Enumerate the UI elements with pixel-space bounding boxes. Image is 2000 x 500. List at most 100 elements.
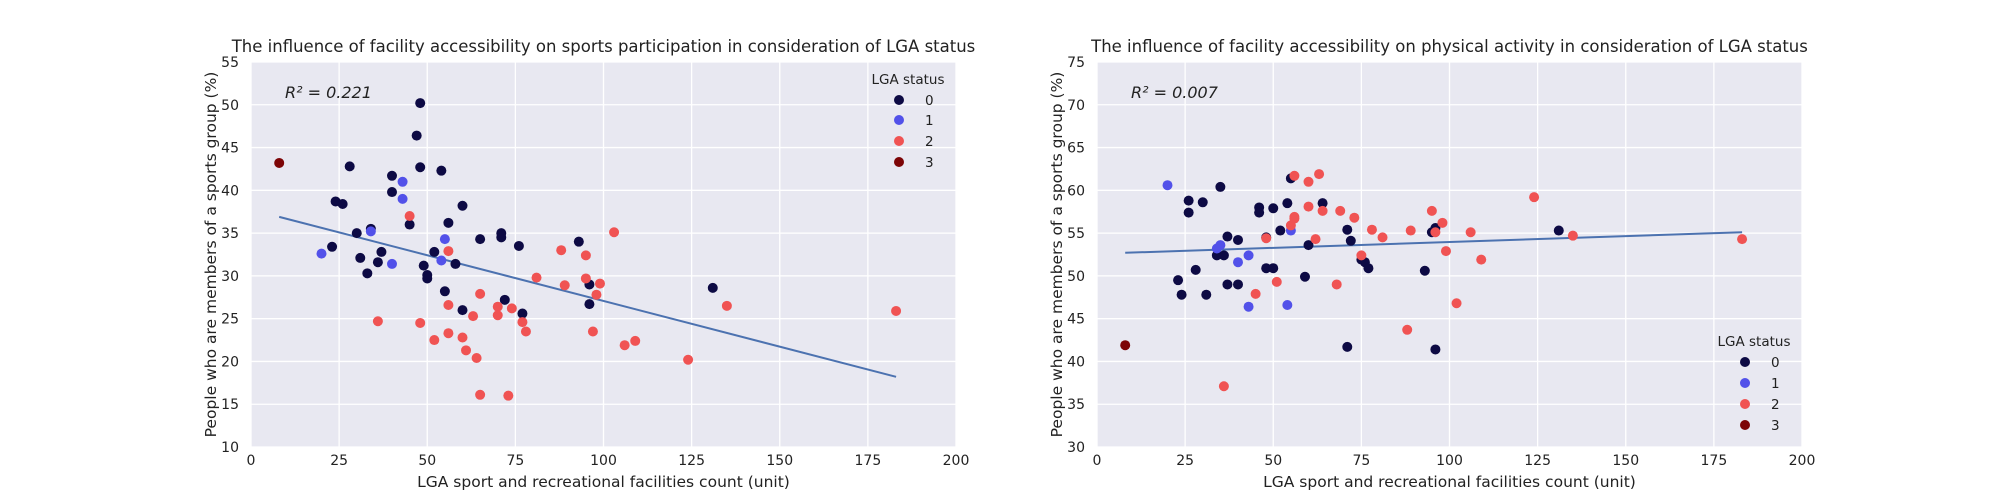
data-point-status-0 [457,305,468,316]
data-point-status-0 [387,187,397,198]
y-tick-label: 20 [221,354,239,370]
data-point-status-0 [1342,341,1353,352]
data-point-status-0 [1233,279,1243,290]
data-point-status-1 [436,255,447,266]
data-point-status-2 [503,390,514,401]
y-axis-label: People who are members of a sports group… [202,72,220,438]
data-point-status-2 [559,280,570,291]
data-point-status-2 [1567,230,1578,241]
data-point-status-2 [1331,279,1342,290]
data-point-status-0 [1268,203,1279,214]
data-point-status-0 [439,286,450,297]
x-tick-label: 75 [506,453,524,469]
legend-label-0: 0 [1771,355,1780,371]
data-point-status-2 [429,335,440,346]
data-point-status-1 [1243,250,1254,261]
legend-marker-3 [894,157,904,167]
data-point-status-1 [439,234,450,245]
y-tick-label: 75 [1067,55,1085,71]
data-point-status-1 [387,258,397,269]
y-tick-label: 35 [221,226,239,242]
y-tick-label: 10 [221,440,239,456]
data-point-status-0 [707,282,718,293]
data-point-status-0 [513,240,524,251]
data-point-status-2 [1366,224,1377,235]
x-tick-label: 200 [1789,453,1816,469]
legend: LGA status 0 1 2 3 [1718,334,1791,434]
data-point-status-2 [461,345,472,356]
data-point-status-2 [1377,232,1388,243]
y-tick-label: 60 [1067,183,1085,199]
legend-label-3: 3 [1771,418,1780,434]
x-tick-label: 125 [1524,453,1551,469]
data-point-status-2 [1737,234,1748,245]
legend-marker-2 [1740,399,1750,409]
x-tick-label: 75 [1352,453,1370,469]
x-tick-label: 200 [943,453,970,469]
chart-title: The influence of facility accessibility … [231,37,976,56]
data-point-status-0 [337,199,348,210]
data-point-status-0 [1317,198,1328,209]
data-point-status-2 [609,227,620,238]
data-point-status-0 [517,308,528,319]
data-point-status-3 [1120,340,1131,351]
y-tick-label: 55 [221,55,239,71]
data-point-status-2 [619,340,630,351]
data-point-status-0 [422,270,433,281]
y-tick-label: 35 [1067,397,1085,413]
data-point-status-2 [1349,212,1360,223]
data-point-status-0 [1299,271,1310,282]
data-point-status-0 [411,130,422,141]
data-point-status-0 [475,234,486,245]
data-point-status-0 [436,165,447,176]
data-point-status-2 [1440,246,1451,257]
data-point-status-2 [468,311,479,322]
data-point-status-0 [1211,250,1222,261]
y-tick-label: 50 [1067,269,1085,285]
data-point-status-2 [1303,176,1314,187]
data-point-status-2 [520,326,531,337]
data-point-status-0 [1173,275,1184,286]
data-point-status-2 [415,317,426,328]
data-point-status-2 [1218,381,1229,392]
data-point-status-0 [362,268,373,279]
data-point-status-0 [457,200,468,211]
y-tick-labels: 30 35 40 45 50 55 60 65 70 75 [1067,55,1085,456]
legend-label-2: 2 [1771,397,1780,413]
y-tick-label: 65 [1067,141,1085,157]
data-point-status-0 [1183,195,1194,206]
data-point-status-0 [1342,224,1353,235]
data-point-status-2 [1317,205,1328,216]
data-point-status-0 [372,257,383,268]
data-point-status-2 [457,332,468,343]
data-point-status-0 [1201,289,1212,300]
x-axis-label: LGA sport and recreational facilities co… [417,473,790,491]
data-point-status-1 [1243,301,1254,312]
data-point-status-0 [1303,240,1314,251]
y-tick-label: 15 [221,397,239,413]
data-point-status-0 [1254,207,1265,218]
data-point-status-1 [1162,180,1173,191]
data-point-status-2 [1476,254,1487,265]
data-point-status-2 [587,326,598,337]
y-tick-label: 40 [1067,354,1085,370]
data-point-status-2 [517,317,528,328]
data-point-status-2 [630,335,641,346]
x-tick-label: 100 [590,453,617,469]
data-point-status-0 [1222,231,1233,242]
data-point-status-0 [387,170,397,181]
data-point-status-2 [1314,169,1325,180]
data-point-status-2 [506,303,517,314]
data-point-status-1 [397,193,408,204]
gridlines [250,61,957,448]
data-point-status-0 [450,258,461,269]
data-point-status-0 [1268,263,1279,274]
data-point-status-2 [492,301,503,312]
data-point-status-2 [1426,205,1437,216]
legend-label-1: 1 [925,113,934,129]
data-point-status-0 [1233,234,1243,245]
data-point-status-1 [316,248,327,259]
data-point-status-2 [1271,276,1282,287]
data-point-status-2 [1303,201,1314,212]
x-tick-label: 25 [1176,453,1194,469]
